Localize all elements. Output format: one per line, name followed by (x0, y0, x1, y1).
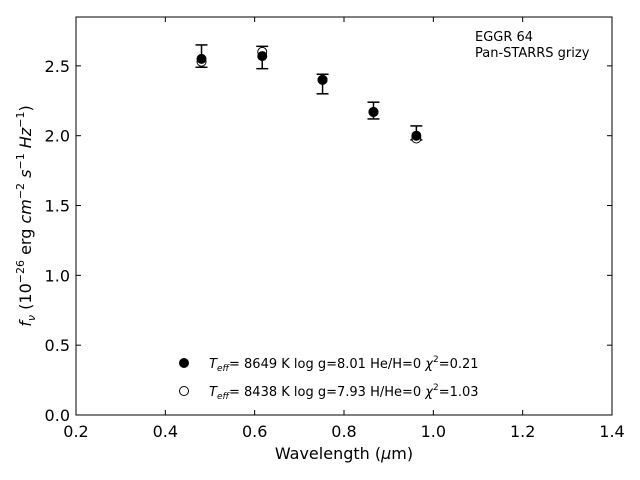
y-tick-label: 2.5 (45, 57, 70, 76)
x-tick-label: 0.8 (331, 422, 356, 441)
annotation-line1: EGGR 64 (475, 30, 533, 45)
data-layer (195, 44, 423, 144)
y-tick-label: 0.5 (45, 336, 70, 355)
x-axis-title: Wavelength (μm) (275, 444, 413, 463)
x-tick-label: 0.4 (153, 422, 178, 441)
model-point-filled (317, 74, 328, 85)
model-point-filled (411, 130, 422, 141)
x-tick-label: 1.2 (510, 422, 535, 441)
legend-label-series-1: Teff= 8649 K log g=8.01 He/H=0 χ2=0.21 (209, 355, 479, 374)
legend: Teff= 8649 K log g=8.01 He/H=0 χ2=0.21 T… (179, 355, 479, 402)
y-axis-title: fν (10−26 erg cm−2 s−1 Hz−1) (14, 105, 38, 326)
legend-label-series-2: Teff= 8438 K log g=7.93 H/He=0 χ2=1.03 (209, 383, 479, 402)
x-tick-label: 1.4 (599, 422, 624, 441)
model-point-filled (196, 53, 207, 64)
x-tick-label: 0.2 (63, 422, 88, 441)
y-tick-label: 1.0 (45, 266, 70, 285)
model-point-filled (368, 106, 379, 117)
y-tick-label: 0.0 (45, 406, 70, 425)
y-tick-label: 2.0 (45, 127, 70, 146)
ticks-layer: 0.2 0.4 0.6 0.8 1.0 1.2 1.4 0.0 0.5 1.0 1.5 2.0 2.5 (45, 17, 625, 441)
y-tick-label: 1.5 (45, 197, 70, 216)
annotation-line2: Pan-STARRS grizy (475, 46, 590, 61)
legend-marker-open (179, 386, 189, 396)
legend-marker-filled (179, 358, 189, 368)
model-point-filled (257, 51, 268, 62)
x-tick-label: 0.6 (242, 422, 267, 441)
x-tick-label: 1.0 (421, 422, 446, 441)
